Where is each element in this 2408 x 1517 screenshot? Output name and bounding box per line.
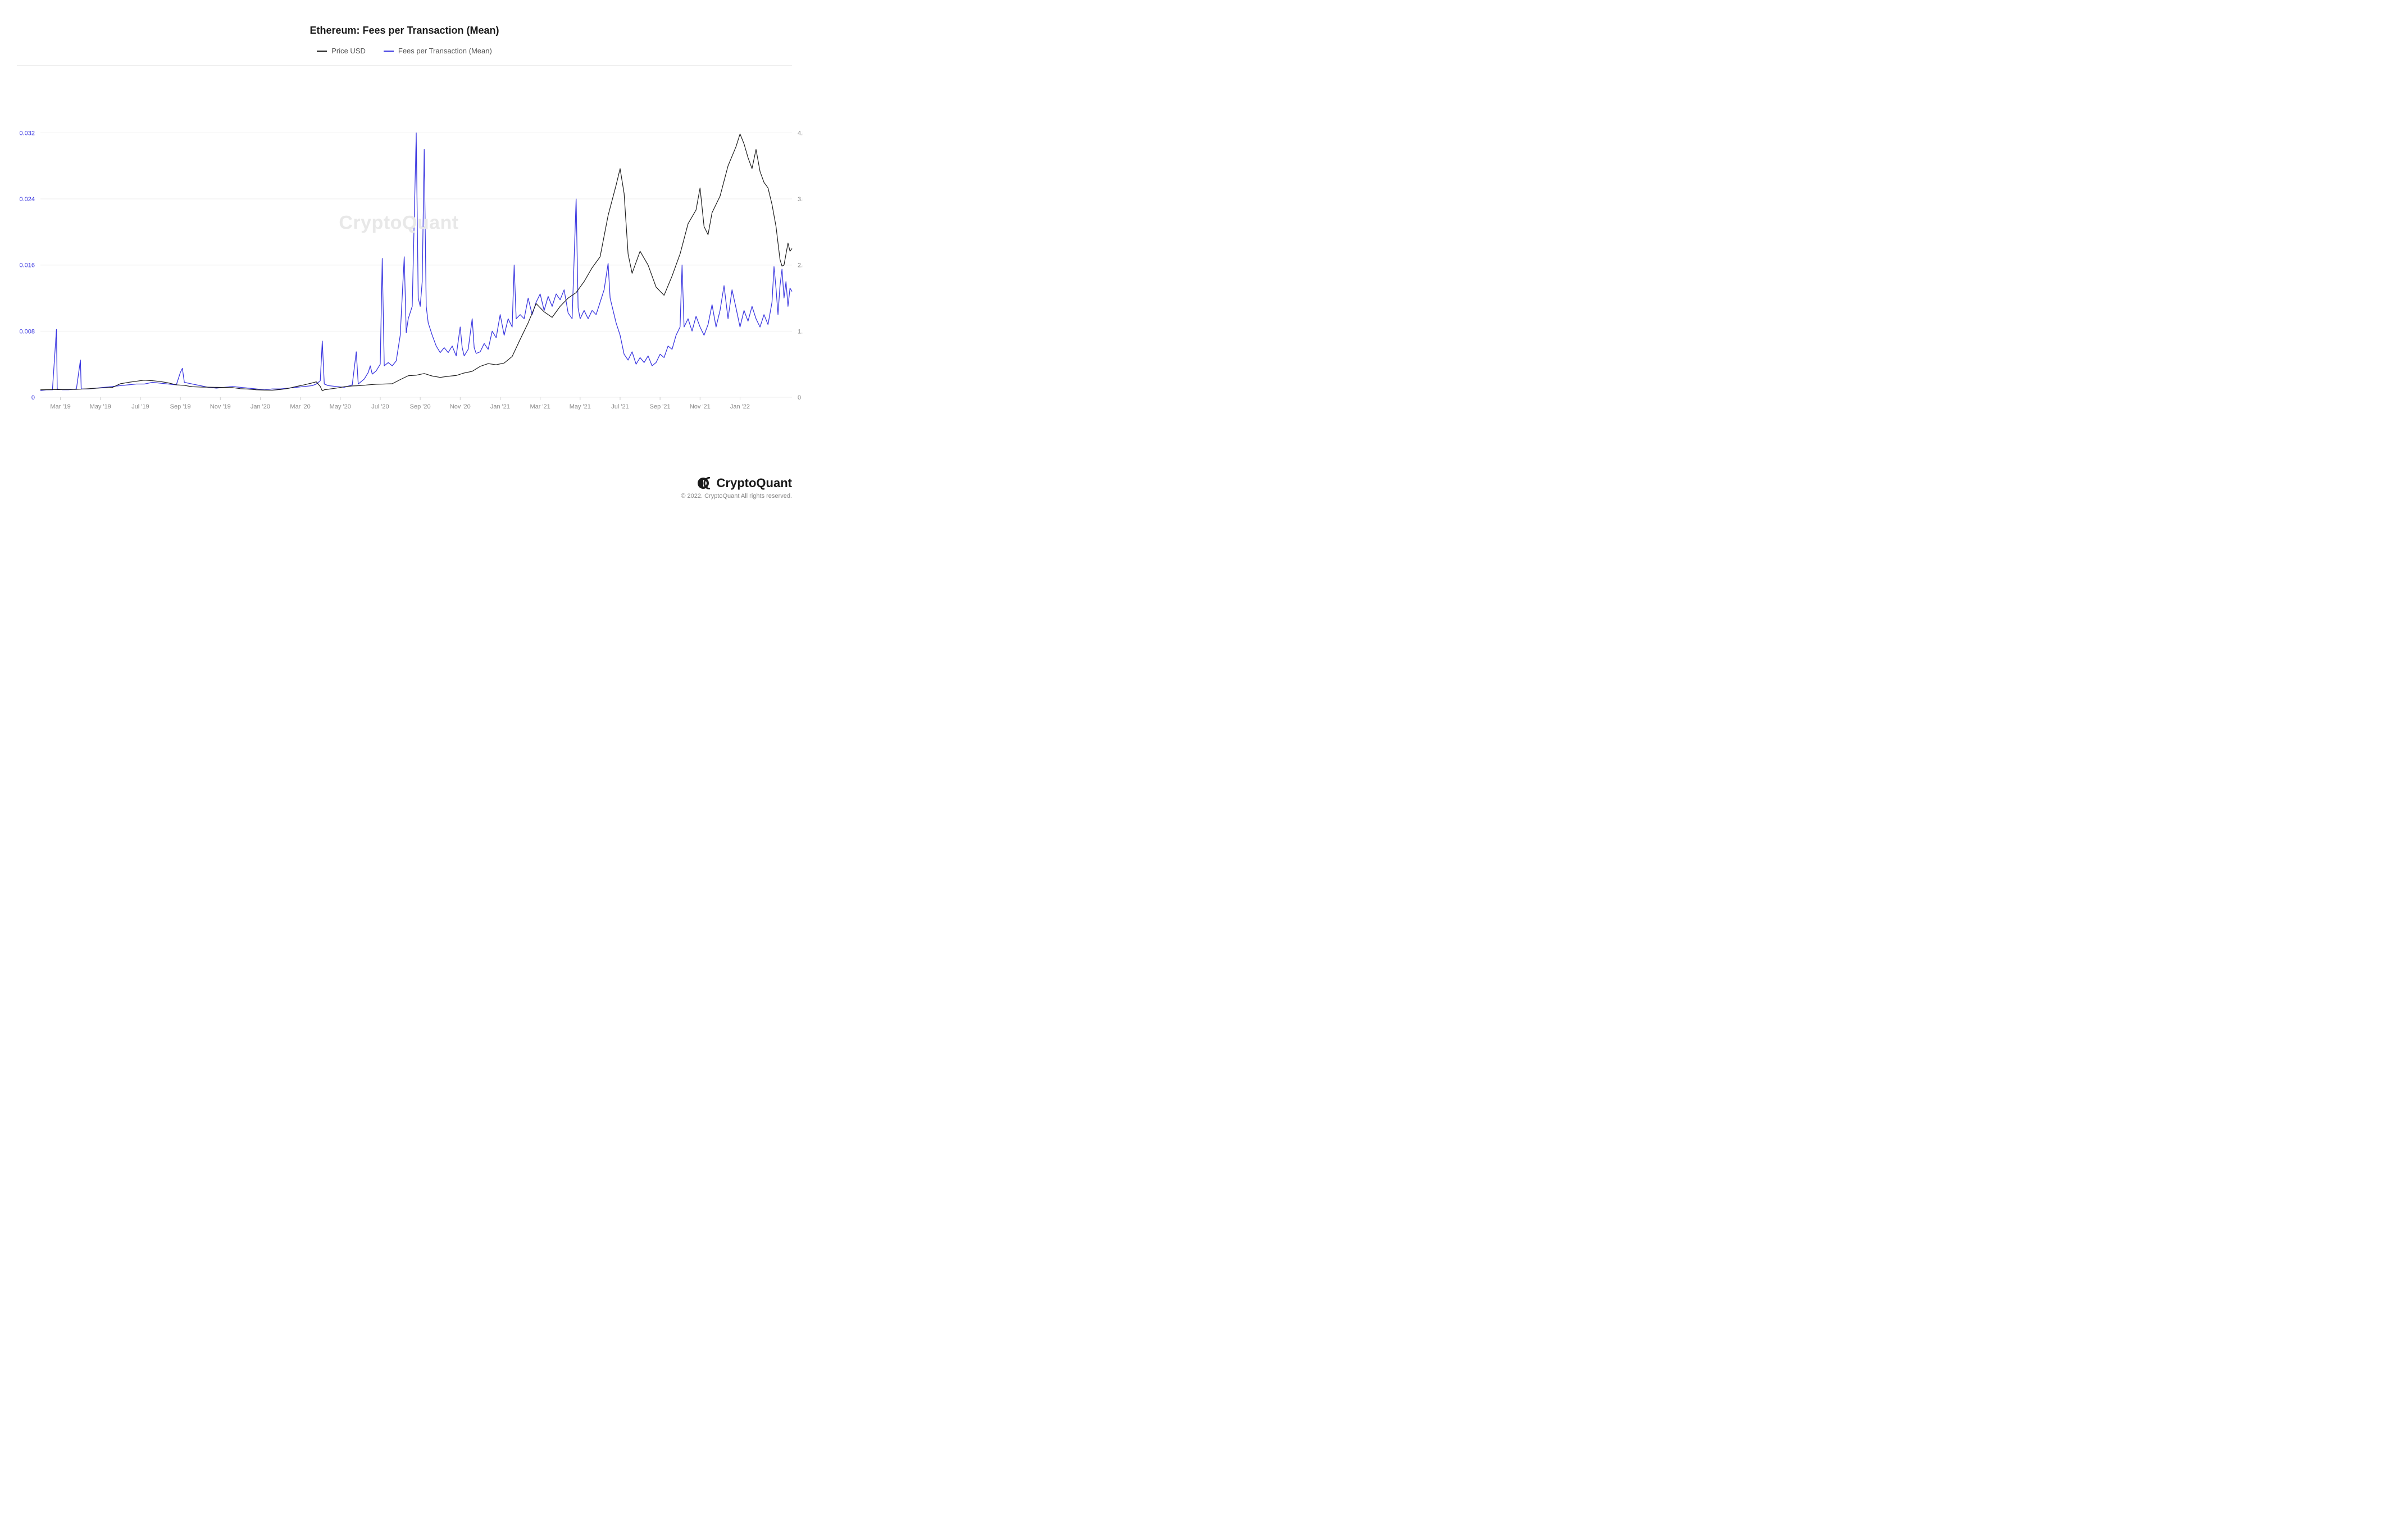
svg-text:Jan '20: Jan '20 xyxy=(251,403,270,410)
legend-label-price: Price USD xyxy=(331,47,366,55)
brand-icon xyxy=(698,477,712,489)
svg-text:Jul '21: Jul '21 xyxy=(611,403,629,410)
svg-text:Jul '19: Jul '19 xyxy=(131,403,149,410)
chart-legend: Price USD Fees per Transaction (Mean) xyxy=(0,47,809,55)
svg-text:0.024: 0.024 xyxy=(19,196,35,203)
legend-swatch-fees xyxy=(384,51,394,52)
svg-text:Jan '21: Jan '21 xyxy=(490,403,510,410)
svg-text:May '21: May '21 xyxy=(570,403,591,410)
chart-area: CryptoQuant 00.0080.0160.0240.03201.2 K2… xyxy=(6,66,803,425)
svg-text:Sep '21: Sep '21 xyxy=(650,403,671,410)
legend-item-price[interactable]: Price USD xyxy=(317,47,366,55)
svg-text:Jul '20: Jul '20 xyxy=(371,403,389,410)
svg-text:0.008: 0.008 xyxy=(19,328,35,335)
svg-text:Nov '20: Nov '20 xyxy=(450,403,471,410)
svg-text:4.8 K: 4.8 K xyxy=(798,130,803,137)
svg-text:0.032: 0.032 xyxy=(19,130,35,137)
legend-swatch-price xyxy=(317,51,327,52)
brand: CryptoQuant xyxy=(681,476,792,490)
svg-text:0: 0 xyxy=(798,394,801,401)
svg-text:Mar '19: Mar '19 xyxy=(50,403,70,410)
svg-text:Sep '20: Sep '20 xyxy=(410,403,431,410)
legend-label-fees: Fees per Transaction (Mean) xyxy=(398,47,492,55)
svg-text:1.2 K: 1.2 K xyxy=(798,328,803,335)
footer: CryptoQuant © 2022. CryptoQuant All righ… xyxy=(681,476,792,499)
chart-svg: 0 0.008 0.016 0.024 0.032 0 1.2 K 2.4 K 3.6 K 4.8… xyxy=(6,66,803,425)
chart-title: Ethereum: Fees per Transaction (Mean) xyxy=(0,0,809,37)
svg-text:May '20: May '20 xyxy=(330,403,351,410)
legend-item-fees[interactable]: Fees per Transaction (Mean) xyxy=(384,47,492,55)
brand-text: CryptoQuant xyxy=(717,476,792,490)
svg-text:Mar '21: Mar '21 xyxy=(530,403,550,410)
svg-text:0.016: 0.016 xyxy=(19,262,35,269)
svg-text:3.6 K: 3.6 K xyxy=(798,196,803,203)
svg-text:Mar '20: Mar '20 xyxy=(290,403,310,410)
svg-text:Nov '21: Nov '21 xyxy=(690,403,711,410)
copyright: © 2022. CryptoQuant All rights reserved. xyxy=(681,493,792,499)
series-price[interactable] xyxy=(40,134,792,390)
series-fees[interactable] xyxy=(40,133,792,390)
svg-text:Nov '19: Nov '19 xyxy=(210,403,231,410)
svg-text:0: 0 xyxy=(31,394,35,401)
svg-text:May '19: May '19 xyxy=(90,403,111,410)
svg-text:2.4 K: 2.4 K xyxy=(798,262,803,269)
svg-text:Sep '19: Sep '19 xyxy=(170,403,191,410)
svg-text:Jan '22: Jan '22 xyxy=(730,403,750,410)
